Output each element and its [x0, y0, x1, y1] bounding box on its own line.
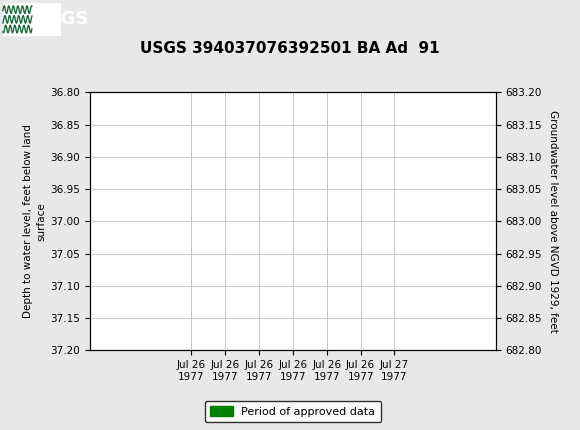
Y-axis label: Depth to water level, feet below land
surface: Depth to water level, feet below land su…: [23, 125, 46, 318]
FancyBboxPatch shape: [3, 3, 61, 36]
Y-axis label: Groundwater level above NGVD 1929, feet: Groundwater level above NGVD 1929, feet: [548, 110, 558, 333]
Text: USGS: USGS: [33, 10, 88, 28]
Legend: Period of approved data: Period of approved data: [205, 401, 381, 422]
Text: USGS 394037076392501 BA Ad  91: USGS 394037076392501 BA Ad 91: [140, 41, 440, 56]
